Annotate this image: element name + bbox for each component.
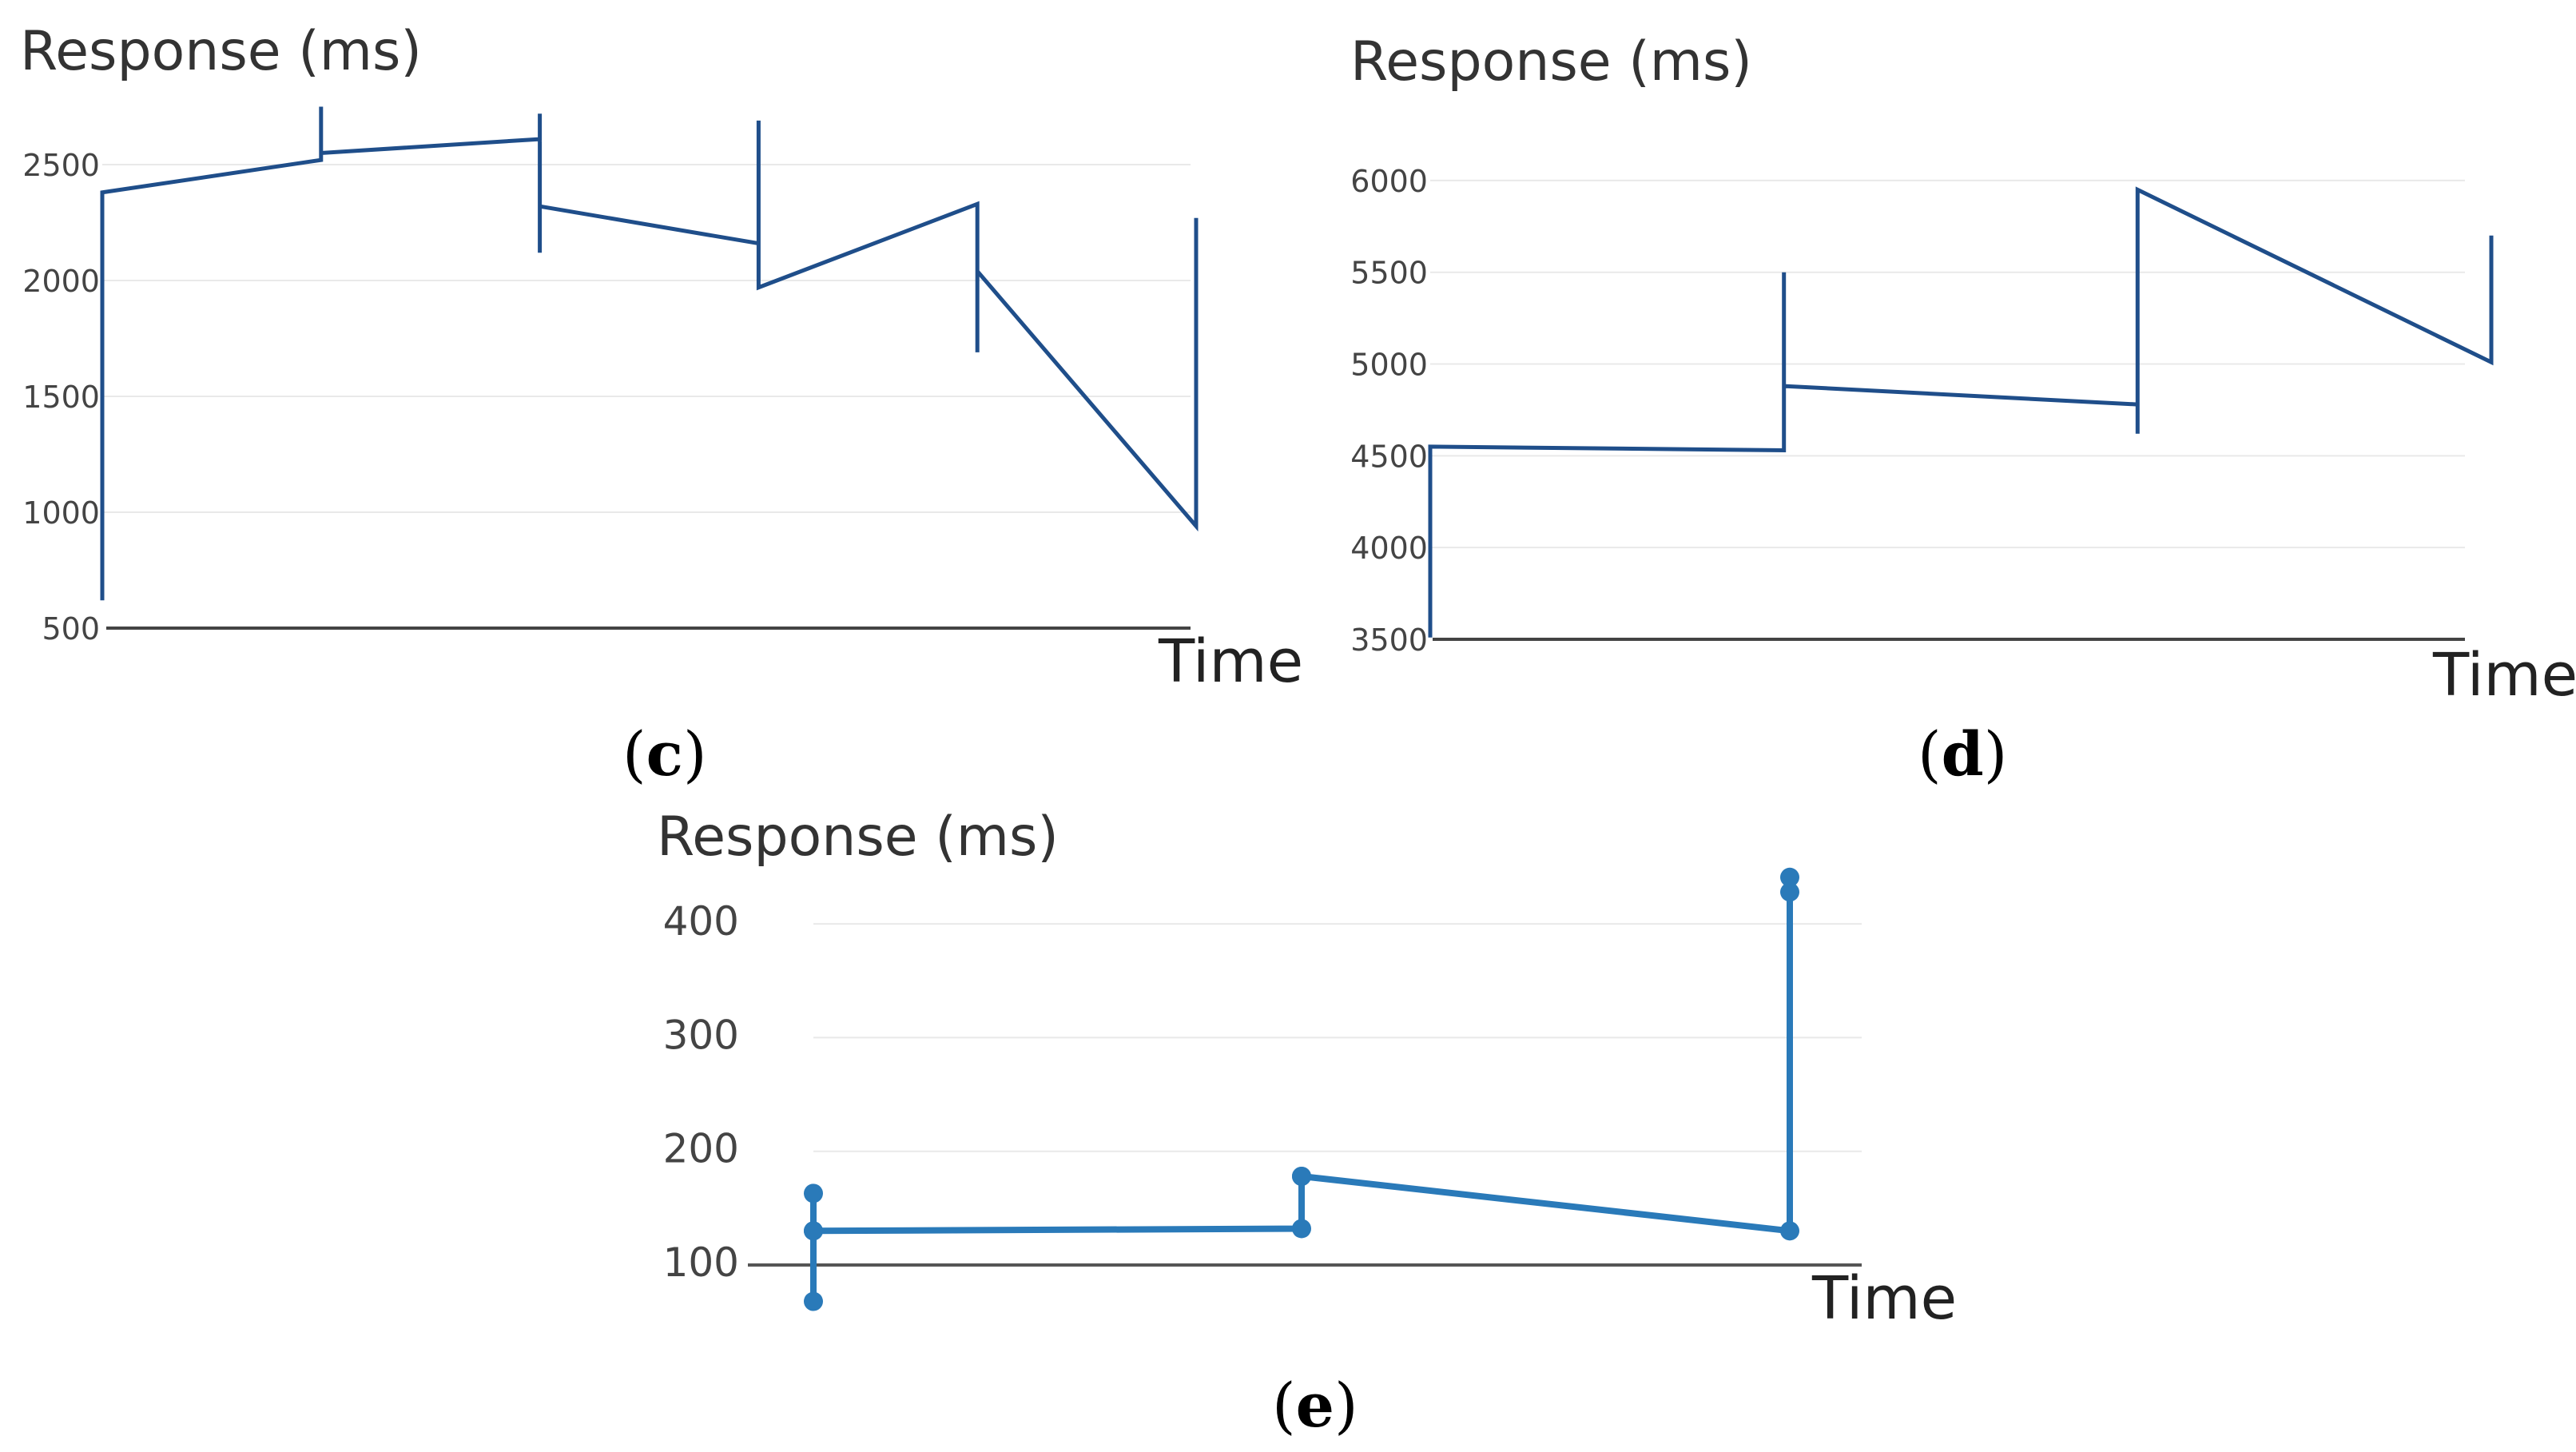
chart-d-x-axis-label: Time xyxy=(2432,641,2576,710)
chart-d-y-axis-label: Response (ms) xyxy=(1350,30,1752,93)
chart-d-panel-label: (d) xyxy=(1918,718,2007,790)
chart-e-data-point xyxy=(1292,1219,1311,1239)
chart-e-series-line xyxy=(810,877,1793,1305)
chart-e-data-point xyxy=(804,1221,823,1241)
chart-e-y-tick-label: 200 xyxy=(663,1126,739,1172)
chart-c-y-tick-label: 2000 xyxy=(22,264,100,299)
chart-e-y-tick-label: 100 xyxy=(663,1239,739,1286)
chart-d-y-tick-label: 3500 xyxy=(1350,623,1428,658)
chart-c-y-tick-label: 2500 xyxy=(22,148,100,183)
chart-e-data-point xyxy=(1292,1167,1311,1187)
chart-c-series-line xyxy=(100,106,1199,601)
chart-c-ticks: 500 1000 1500 2000 2500 xyxy=(22,148,100,646)
chart-d-y-tick-label: 5500 xyxy=(1350,256,1428,291)
chart-e-data-points xyxy=(804,867,1799,1311)
chart-c: 500 1000 1500 2000 2500 Response (ms) Time (… xyxy=(20,20,1303,790)
chart-d-y-tick-label: 4000 xyxy=(1350,531,1428,566)
chart-e-ticks: 100 200 300 400 xyxy=(663,898,739,1286)
chart-d-y-tick-label: 6000 xyxy=(1350,164,1428,199)
chart-c-y-tick-label: 1500 xyxy=(22,380,100,415)
chart-e-data-point xyxy=(804,1291,823,1311)
chart-c-gridlines xyxy=(102,164,1191,513)
chart-d-series-line xyxy=(1428,186,2494,638)
chart-e-data-point xyxy=(1780,882,1799,902)
chart-e-x-axis-label: Time xyxy=(1811,1264,1957,1333)
chart-c-panel-label: (c) xyxy=(622,718,707,790)
chart-e-y-tick-label: 300 xyxy=(663,1012,739,1058)
chart-e-gridlines xyxy=(813,923,1862,1152)
chart-d-y-tick-label: 5000 xyxy=(1350,348,1428,383)
chart-c-x-axis-label: Time xyxy=(1158,627,1303,696)
chart-d-ticks: 3500 4000 4500 5000 5500 6000 xyxy=(1350,164,1428,658)
chart-d: 3500 4000 4500 5000 5500 6000 Response (ms) T… xyxy=(1350,30,2576,790)
chart-e-data-point xyxy=(804,1183,823,1203)
chart-e-y-tick-label: 400 xyxy=(663,898,739,945)
chart-e-y-axis-label: Response (ms) xyxy=(657,806,1059,869)
chart-e-data-point xyxy=(1780,867,1799,887)
chart-c-y-tick-label: 500 xyxy=(42,611,100,646)
chart-c-y-axis-label: Response (ms) xyxy=(20,20,422,83)
chart-c-y-tick-label: 1000 xyxy=(22,495,100,531)
chart-d-gridlines xyxy=(1430,179,2465,549)
chart-e-data-point xyxy=(1780,1221,1799,1241)
chart-d-y-tick-label: 4500 xyxy=(1350,439,1428,474)
chart-e-panel-label: (e) xyxy=(1272,1370,1358,1441)
chart-e: 100 200 300 400 Response (ms) Time (e) xyxy=(657,806,1957,1441)
